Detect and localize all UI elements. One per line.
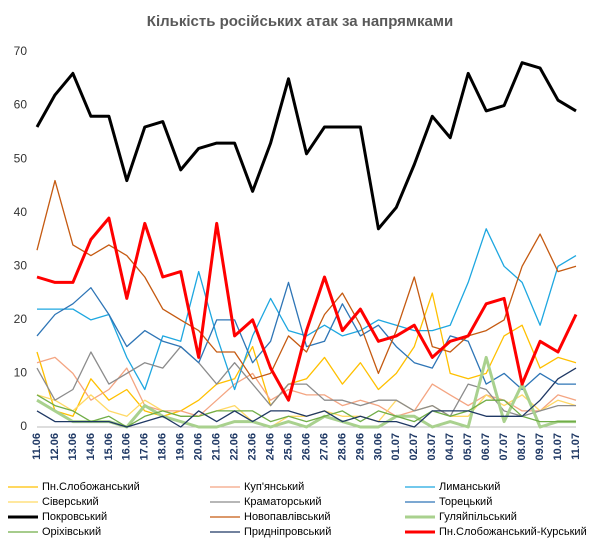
y-tick-label: 40 bbox=[14, 205, 28, 219]
legend-label: Куп'янський bbox=[244, 481, 304, 493]
x-tick-label: 01.07 bbox=[390, 433, 402, 461]
x-tick-label: 30.06 bbox=[372, 433, 384, 461]
x-tick-label: 24.06 bbox=[264, 433, 276, 461]
series-line bbox=[36, 281, 576, 391]
x-tick-label: 21.06 bbox=[211, 433, 223, 461]
x-tick-label: 17.06 bbox=[139, 433, 151, 461]
x-tick-label: 14.06 bbox=[85, 433, 97, 461]
x-tick-label: 05.07 bbox=[462, 433, 474, 461]
x-tick-label: 23.06 bbox=[247, 433, 259, 461]
y-tick-label: 70 bbox=[14, 44, 28, 58]
legend-label: Пн.Слобожанський bbox=[42, 481, 140, 493]
x-tick-label: 15.06 bbox=[103, 433, 115, 461]
y-tick-label: 20 bbox=[14, 312, 28, 326]
legend-label: Покровський bbox=[42, 511, 107, 523]
series-line bbox=[36, 367, 577, 428]
x-tick-label: 29.06 bbox=[354, 433, 366, 461]
legend-label: Краматорський bbox=[244, 496, 322, 508]
x-tick-label: 18.06 bbox=[157, 433, 169, 461]
x-tick-label: 10.07 bbox=[552, 433, 564, 461]
legend-label: Гуляйпільський bbox=[439, 511, 517, 523]
series-line bbox=[36, 394, 576, 428]
x-tick-label: 22.06 bbox=[229, 433, 241, 461]
chart-title: Кількість російських атак за напрямками bbox=[147, 13, 453, 30]
x-tick-label: 03.07 bbox=[426, 433, 438, 461]
legend-label: Оріхівський bbox=[42, 526, 101, 538]
x-tick-label: 04.07 bbox=[444, 433, 456, 461]
series-line bbox=[36, 345, 576, 417]
y-tick-label: 50 bbox=[14, 151, 28, 165]
x-tick-label: 02.07 bbox=[408, 433, 420, 461]
series-line bbox=[36, 292, 577, 417]
x-tick-label: 28.06 bbox=[336, 433, 348, 461]
x-tick-label: 11.07 bbox=[570, 433, 582, 460]
legend-label: Сіверський bbox=[42, 496, 99, 508]
legend-label: Придніпровський bbox=[244, 526, 331, 538]
series-line bbox=[36, 179, 577, 380]
series-line bbox=[36, 216, 578, 402]
y-tick-label: 10 bbox=[14, 366, 28, 380]
x-tick-label: 08.07 bbox=[516, 433, 528, 461]
legend-label: Пн.Слобожанський-Курський bbox=[439, 526, 587, 538]
x-tick-label: 27.06 bbox=[318, 433, 330, 461]
x-tick-label: 26.06 bbox=[300, 433, 312, 461]
legend-label: Лиманський bbox=[439, 481, 500, 493]
x-tick-label: 13.06 bbox=[67, 433, 79, 461]
y-tick-label: 0 bbox=[20, 419, 27, 433]
x-tick-label: 19.06 bbox=[175, 433, 187, 461]
x-tick-label: 16.06 bbox=[121, 433, 133, 461]
x-tick-label: 11.06 bbox=[31, 433, 43, 460]
x-tick-label: 12.06 bbox=[49, 433, 61, 461]
legend-label: Новопавлівський bbox=[244, 511, 330, 523]
x-tick-label: 20.06 bbox=[193, 433, 205, 461]
y-tick-label: 30 bbox=[14, 258, 28, 272]
x-tick-label: 25.06 bbox=[282, 433, 294, 461]
y-tick-label: 60 bbox=[14, 98, 28, 112]
legend-label: Торецький bbox=[439, 496, 492, 508]
x-tick-label: 09.07 bbox=[534, 433, 546, 461]
series-line bbox=[35, 61, 577, 231]
x-tick-label: 07.07 bbox=[498, 433, 510, 461]
x-tick-label: 06.07 bbox=[480, 433, 492, 461]
